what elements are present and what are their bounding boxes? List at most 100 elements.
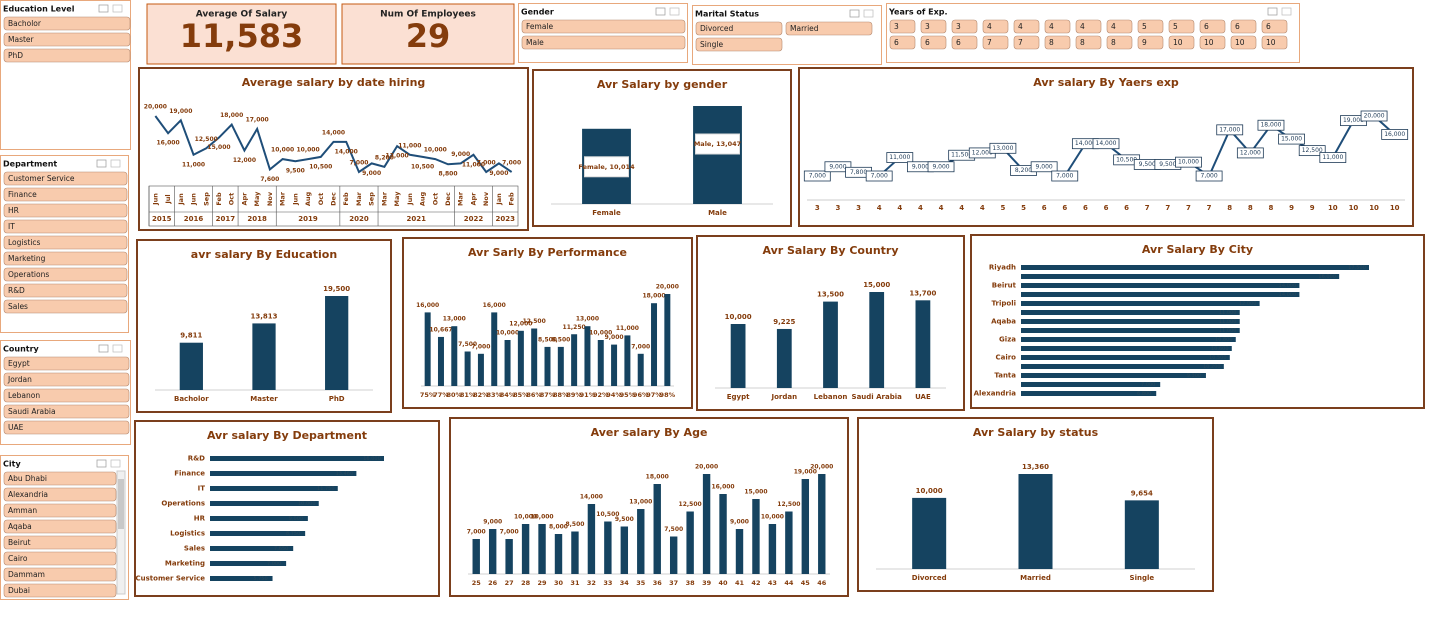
slicer-clear-icon[interactable] <box>669 7 680 16</box>
slicer-item[interactable] <box>982 35 1009 50</box>
slicer-item[interactable] <box>889 19 916 34</box>
slicer-item[interactable] <box>1261 35 1288 50</box>
slicer-item[interactable] <box>951 35 978 50</box>
slicer-item[interactable] <box>1075 19 1102 34</box>
slicer-item[interactable] <box>1199 35 1226 50</box>
slicer-clear-icon[interactable] <box>863 9 874 18</box>
x-tick-label: 10 <box>1328 204 1338 212</box>
data-label: 10,600 <box>1211 346 1229 352</box>
slicer-item-label: 6 <box>894 38 899 47</box>
x-tick-label: Mar <box>380 191 388 206</box>
data-label-box <box>1195 170 1223 182</box>
slicer-item-label: 6 <box>956 38 961 47</box>
slicer-item[interactable] <box>521 35 686 50</box>
slicer-item[interactable] <box>3 519 117 534</box>
y-tick-label: Customer Service <box>136 575 206 583</box>
slicer-item[interactable] <box>3 404 130 419</box>
x-tick-label: Saudi Arabia <box>852 393 903 401</box>
slicer-item[interactable] <box>785 21 873 36</box>
slicer-item[interactable] <box>3 503 117 518</box>
chart-title: Avr Salary By City <box>1142 243 1253 256</box>
slicer-item[interactable] <box>3 471 117 486</box>
scrollbar-thumb[interactable] <box>118 479 124 529</box>
data-label-box <box>824 161 852 173</box>
slicer-item[interactable] <box>3 171 128 186</box>
data-label: 12,500 <box>1302 147 1323 154</box>
slicer-item[interactable] <box>3 420 130 435</box>
data-label: 8,750 <box>286 531 300 537</box>
slicer-item[interactable] <box>1106 19 1133 34</box>
chart-title: avr salary By Education <box>191 248 337 261</box>
slicer-item[interactable] <box>982 19 1009 34</box>
slicer-clear-icon[interactable] <box>112 344 123 353</box>
x-tick-label: 36 <box>653 579 663 587</box>
slicer-item[interactable] <box>1106 35 1133 50</box>
bar <box>604 521 612 574</box>
slicer-item[interactable] <box>3 372 130 387</box>
slicer-item[interactable] <box>1230 35 1257 50</box>
slicer-clear-icon[interactable] <box>110 159 121 168</box>
data-label: 19,000 <box>169 108 192 115</box>
slicer-item[interactable] <box>1168 35 1195 50</box>
slicer-item[interactable] <box>1168 19 1195 34</box>
slicer-item[interactable] <box>1137 35 1164 50</box>
slicer-item[interactable] <box>3 388 130 403</box>
slicer-item[interactable] <box>3 32 131 47</box>
slicer-item[interactable] <box>3 187 128 202</box>
slicer-item[interactable] <box>1075 35 1102 50</box>
slicer-item[interactable] <box>920 35 947 50</box>
data-label: 13,000 <box>992 145 1013 152</box>
slicer-item[interactable] <box>3 551 117 566</box>
slicer-title: Education Level <box>3 5 75 14</box>
bar <box>179 342 203 390</box>
slicer-item[interactable] <box>3 219 128 234</box>
slicer-icon <box>96 159 107 168</box>
slicer-item[interactable] <box>3 535 117 550</box>
slicer-item[interactable] <box>3 251 128 266</box>
x-tick-label: Jun <box>406 193 414 206</box>
slicer-item[interactable] <box>920 19 947 34</box>
slicer-item[interactable] <box>3 16 131 31</box>
slicer-item[interactable] <box>3 299 128 314</box>
slicer-item[interactable] <box>1137 19 1164 34</box>
slicer-clear-icon[interactable] <box>112 4 123 13</box>
slicer-item[interactable] <box>3 487 117 502</box>
slicer-clear-icon[interactable] <box>110 459 121 468</box>
slicer-item[interactable] <box>1044 35 1071 50</box>
x-tick-label: 87% <box>540 391 556 399</box>
slicer-item[interactable] <box>1230 19 1257 34</box>
x-tick-label: 41 <box>735 579 745 587</box>
x-tick-label: Male <box>708 209 727 217</box>
slicer-item[interactable] <box>951 19 978 34</box>
data-label: 11,000 <box>398 142 421 149</box>
slicer-item[interactable] <box>1261 19 1288 34</box>
slicer-item[interactable] <box>3 583 117 598</box>
slicer-item[interactable] <box>3 203 128 218</box>
slicer-item-label: Sales <box>8 302 28 311</box>
slicer-item[interactable] <box>3 356 130 371</box>
data-label: 20,000 <box>810 464 833 471</box>
bar <box>571 531 579 574</box>
data-label-box <box>1360 110 1388 122</box>
slicer-item[interactable] <box>521 19 686 34</box>
data-label: 7,000 <box>1201 173 1218 180</box>
slicer-item[interactable] <box>3 283 128 298</box>
slicer-item[interactable] <box>695 21 783 36</box>
slicer-item[interactable] <box>1013 19 1040 34</box>
slicer-item-label: Aqaba <box>8 522 32 531</box>
x-tick-label: Oct <box>431 193 439 206</box>
slicer-item[interactable] <box>3 235 128 250</box>
slicer-item[interactable] <box>1199 19 1226 34</box>
x-group-label: 2018 <box>247 215 267 223</box>
slicer-item[interactable] <box>3 48 131 63</box>
slicer-item[interactable] <box>1013 35 1040 50</box>
slicer-item[interactable] <box>889 35 916 50</box>
slicer-item[interactable] <box>695 37 783 52</box>
slicer-item[interactable] <box>3 267 128 282</box>
data-label-box <box>1236 147 1264 159</box>
slicer-item[interactable] <box>3 567 117 582</box>
slicer-item[interactable] <box>1044 19 1071 34</box>
slicer-clear-icon[interactable] <box>1281 7 1292 16</box>
bar <box>587 504 596 574</box>
data-label: 18,000 <box>646 474 669 481</box>
